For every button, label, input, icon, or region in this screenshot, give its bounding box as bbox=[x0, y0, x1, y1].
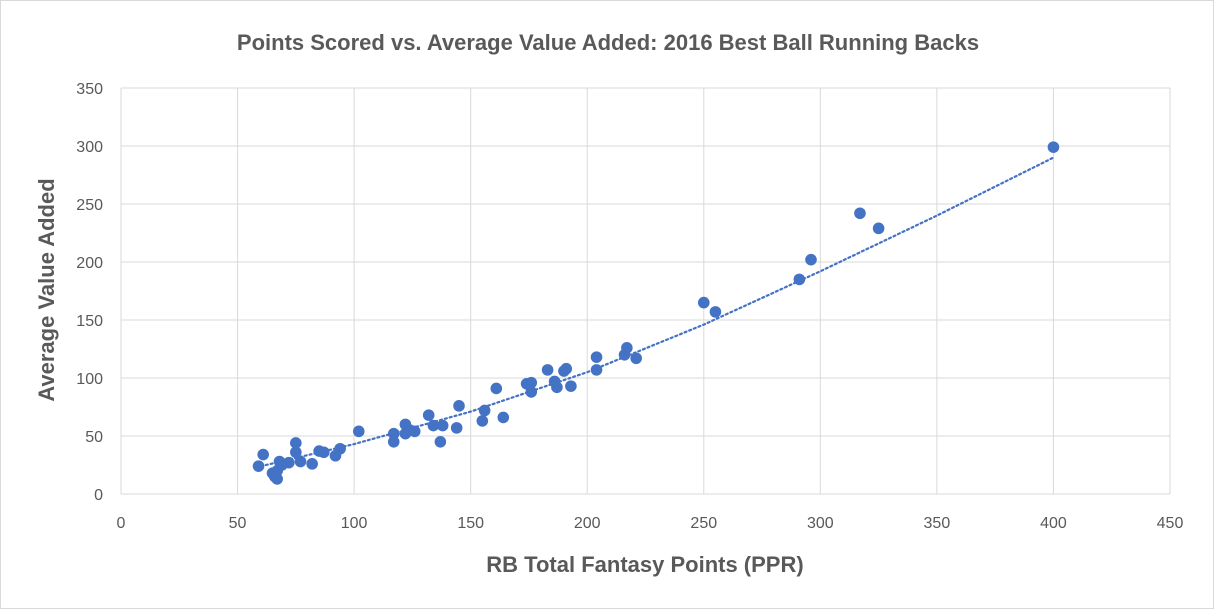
data-point bbox=[294, 455, 307, 468]
data-point bbox=[290, 446, 302, 459]
y-tick-label: 350 bbox=[76, 81, 103, 98]
data-point bbox=[697, 296, 710, 309]
data-point bbox=[283, 456, 295, 469]
data-point bbox=[436, 419, 449, 432]
data-point bbox=[793, 273, 806, 286]
y-tick-label: 150 bbox=[76, 313, 103, 330]
data-point bbox=[252, 460, 265, 472]
y-tick-label: 100 bbox=[76, 371, 103, 388]
y-tick-label: 50 bbox=[85, 429, 103, 446]
x-tick-label: 250 bbox=[690, 515, 717, 532]
data-point bbox=[621, 342, 633, 354]
x-tick-label: 300 bbox=[807, 515, 834, 532]
data-point bbox=[306, 458, 318, 470]
chart-title: Points Scored vs. Average Value Added: 2… bbox=[237, 30, 979, 55]
x-tick-label: 100 bbox=[341, 515, 368, 532]
y-axis-title: Average Value Added bbox=[34, 178, 59, 401]
data-point bbox=[590, 351, 603, 363]
data-point bbox=[257, 448, 269, 461]
data-point bbox=[709, 306, 722, 318]
x-tick-label: 350 bbox=[924, 515, 951, 532]
data-point bbox=[541, 364, 554, 376]
data-point bbox=[434, 436, 447, 448]
data-point bbox=[422, 409, 435, 421]
data-point bbox=[490, 382, 503, 395]
y-tick-label: 0 bbox=[94, 487, 103, 504]
x-tick-label: 200 bbox=[574, 515, 601, 532]
grid-layer bbox=[120, 87, 1171, 495]
data-point bbox=[551, 381, 563, 394]
data-point bbox=[271, 473, 283, 485]
data-point bbox=[497, 411, 510, 424]
data-point bbox=[387, 427, 400, 440]
data-point bbox=[1047, 141, 1060, 153]
data-point bbox=[872, 222, 885, 235]
x-tick-label: 450 bbox=[1157, 515, 1184, 532]
data-point bbox=[450, 422, 463, 434]
data-point bbox=[453, 400, 465, 412]
x-tick-label: 150 bbox=[457, 515, 484, 532]
y-tick-label: 250 bbox=[76, 197, 103, 214]
data-points-layer bbox=[252, 141, 1060, 485]
data-point bbox=[805, 253, 817, 266]
data-point bbox=[387, 436, 400, 448]
data-point bbox=[565, 380, 577, 392]
x-axis-title: RB Total Fantasy Points (PPR) bbox=[486, 552, 803, 577]
data-point bbox=[560, 362, 573, 375]
data-point bbox=[478, 404, 491, 417]
data-point bbox=[352, 425, 365, 438]
data-point bbox=[318, 446, 330, 459]
data-point bbox=[408, 425, 421, 438]
x-tick-label: 0 bbox=[117, 515, 126, 532]
data-point bbox=[854, 207, 866, 220]
data-point bbox=[525, 386, 538, 398]
trendline-layer bbox=[259, 156, 1055, 468]
data-point bbox=[590, 364, 603, 376]
tick-labels-layer: 0 50 100 150 200 250 300 350 400 450 0 50 100 150 200 2… bbox=[76, 81, 1183, 532]
y-tick-label: 200 bbox=[76, 255, 103, 272]
y-tick-label: 300 bbox=[76, 139, 103, 156]
data-point bbox=[334, 442, 346, 455]
x-tick-label: 400 bbox=[1040, 515, 1067, 532]
data-point bbox=[476, 415, 489, 427]
data-point bbox=[427, 419, 440, 432]
trendline bbox=[259, 156, 1055, 468]
data-point bbox=[290, 437, 302, 449]
x-tick-label: 50 bbox=[229, 515, 247, 532]
data-point bbox=[630, 352, 642, 365]
data-point bbox=[525, 376, 538, 389]
